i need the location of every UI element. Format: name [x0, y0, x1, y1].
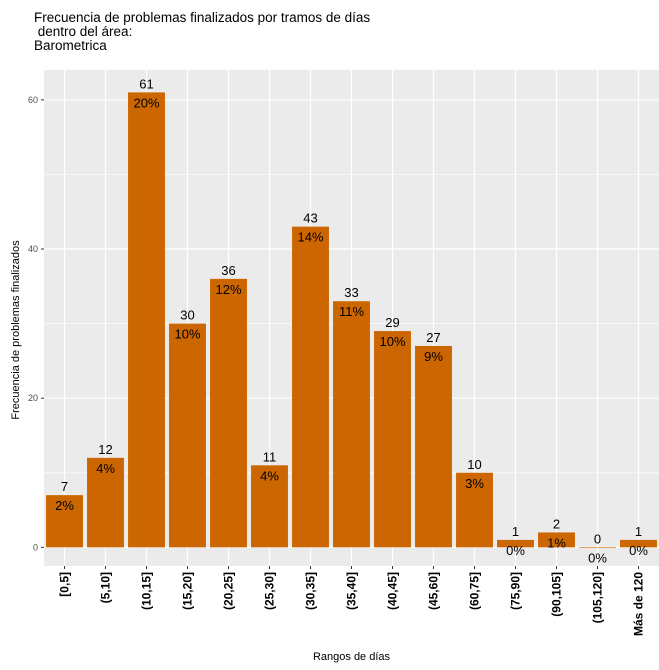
bar-count-label: 61 — [139, 76, 153, 91]
bar-percent-label: 12% — [215, 282, 241, 297]
x-tick-label: (5,10] — [99, 572, 113, 603]
bar-percent-label: 10% — [379, 334, 405, 349]
bar-count-label: 7 — [61, 479, 68, 494]
bar-count-label: 10 — [467, 457, 481, 472]
y-tick-label: 40 — [28, 244, 38, 254]
bar-percent-label: 14% — [297, 230, 323, 245]
x-tick-label: (60,75] — [468, 572, 482, 610]
bar — [415, 345, 452, 548]
bar-count-label: 33 — [344, 285, 358, 300]
bar — [210, 278, 247, 548]
bar-percent-label: 3% — [465, 476, 484, 491]
bar-percent-label: 10% — [174, 327, 200, 342]
chart-title-line-1: Frecuencia de problemas finalizados por … — [34, 10, 371, 25]
bar-count-label: 30 — [180, 308, 194, 323]
bar — [169, 323, 206, 548]
bar-count-label: 12 — [98, 442, 112, 457]
bar-percent-label: 1% — [547, 535, 566, 550]
bar-percent-label: 9% — [424, 349, 443, 364]
bar — [128, 92, 165, 548]
bar-count-label: 43 — [303, 211, 317, 226]
x-tick-label: (35,40] — [345, 572, 359, 610]
x-tick-label: (25,30] — [263, 572, 277, 610]
chart-title-line-3: Barometrica — [34, 38, 107, 53]
bar-percent-label: 4% — [260, 468, 279, 483]
x-tick-label: [0,5] — [58, 572, 72, 597]
x-tick-label: (45,60] — [427, 572, 441, 610]
bar — [374, 331, 411, 548]
x-tick-label: (40,45] — [386, 572, 400, 610]
x-tick-label: (20,25] — [222, 572, 236, 610]
y-axis-title: Frecuencia de problemas finalizados — [6, 240, 26, 419]
bar-count-label: 36 — [221, 263, 235, 278]
bar-count-label: 1 — [512, 524, 519, 539]
bar-count-label: 29 — [385, 315, 399, 330]
bar-count-label: 0 — [594, 531, 601, 546]
bar-percent-label: 2% — [55, 498, 74, 513]
bar — [538, 532, 575, 548]
bar — [620, 539, 657, 548]
y-axis-title-text: Frecuencia de problemas finalizados — [10, 240, 22, 420]
y-tick-label: 0 — [33, 542, 38, 552]
x-tick-label: Más de 120 — [632, 572, 646, 636]
bar — [497, 539, 534, 548]
bar — [46, 495, 83, 548]
chart-title-line-2: dentro del área: — [34, 24, 133, 39]
bar — [579, 547, 616, 548]
x-tick-label: (30,35] — [304, 572, 318, 610]
bar — [251, 465, 288, 548]
bar — [87, 457, 124, 548]
bar — [292, 226, 329, 548]
y-tick-label: 60 — [28, 95, 38, 105]
bar — [333, 301, 370, 548]
bar-percent-label: 0% — [506, 543, 525, 558]
bar-count-label: 27 — [426, 330, 440, 345]
bar-percent-label: 20% — [133, 95, 159, 110]
x-axis-title: Rangos de días — [312, 651, 391, 663]
bar-percent-label: 4% — [96, 461, 115, 476]
bar-count-label: 1 — [635, 524, 642, 539]
bar-count-label: 2 — [553, 516, 560, 531]
bar-percent-label: 0% — [588, 550, 607, 565]
bar-percent-label: 11% — [339, 304, 364, 319]
x-tick-label: (90,105] — [550, 572, 564, 617]
x-tick-label: (105,120] — [591, 572, 605, 623]
x-tick-label: (10,15] — [140, 572, 154, 610]
bar-percent-label: 0% — [629, 543, 648, 558]
y-tick-label: 20 — [28, 393, 38, 403]
bar-count-label: 11 — [263, 449, 277, 464]
bar — [456, 472, 493, 548]
x-tick-label: (75,90] — [509, 572, 523, 610]
x-tick-label: (15,20] — [181, 572, 195, 610]
